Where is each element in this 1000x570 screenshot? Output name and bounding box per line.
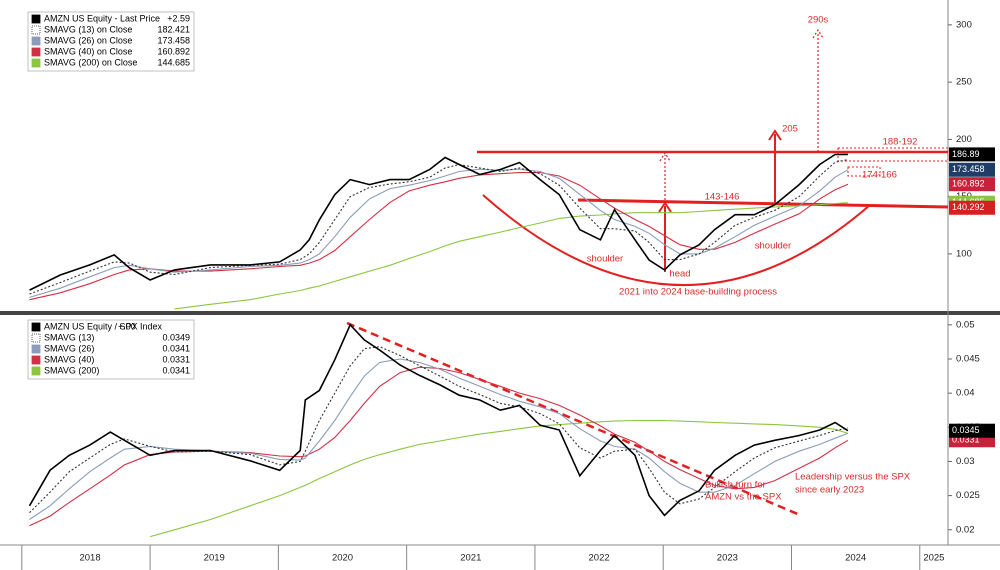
legend-label: SMAVG (13) <box>44 332 94 342</box>
legend-label: SMAVG (13) on Close <box>44 24 132 34</box>
series-line <box>29 346 849 514</box>
trend-line <box>346 321 801 517</box>
annotation: shoulder <box>587 254 623 265</box>
legend-swatch <box>31 333 41 343</box>
x-tick-label: 2022 <box>589 553 610 564</box>
annotation: Leadership versus the SPX <box>795 472 911 483</box>
x-tick-label: 2023 <box>717 553 738 564</box>
legend: AMZN US Equity / SPX Index+.00 SMAVG (13)… <box>27 319 195 380</box>
annotation: Bullish turn for <box>705 480 766 491</box>
legend-label: SMAVG (40) <box>44 354 94 364</box>
legend-value: 0.0341 <box>162 343 190 353</box>
x-tick-label: 2018 <box>79 553 100 564</box>
legend-label: SMAVG (200) on Close <box>44 57 137 67</box>
legend-box <box>27 11 195 72</box>
annotation: head <box>669 269 690 280</box>
y-tick-label: 0.03 <box>956 456 975 467</box>
x-tick-label: 2025 <box>923 553 944 564</box>
y-tick-label: 0.02 <box>956 524 975 535</box>
legend-swatch <box>31 355 41 365</box>
value-box-label: 186.89 <box>952 149 980 159</box>
legend-label: AMZN US Equity / SPX Index <box>44 321 163 331</box>
y-tick-label: 100 <box>956 248 972 259</box>
legend-swatch <box>31 36 41 46</box>
annotation: 143-146 <box>705 192 740 203</box>
neckline <box>577 198 949 209</box>
arrow-head <box>768 129 782 141</box>
y-tick-label: 0.045 <box>956 354 980 365</box>
value-box-label: 140.292 <box>952 202 985 212</box>
value-box-label: 160.892 <box>952 179 985 189</box>
value-box <box>949 177 995 192</box>
legend-swatch <box>31 322 41 332</box>
legend-swatch <box>31 344 41 354</box>
legend-value: +.00 <box>118 321 136 331</box>
value-box-label: 0.0345 <box>952 425 980 435</box>
legend-value: 144.685 <box>157 57 190 67</box>
series-line <box>28 323 849 517</box>
legend-label: SMAVG (26) <box>44 343 94 353</box>
y-tick-label: 0.04 <box>956 388 975 399</box>
arrow-head <box>812 28 824 39</box>
legend-swatch <box>31 14 41 24</box>
series-line <box>29 358 849 520</box>
annotation: 290s <box>808 15 829 26</box>
y-tick-label: 200 <box>956 134 972 145</box>
legend: AMZN US Equity - Last Price +2.59 SMAVG (1… <box>27 11 195 72</box>
arrow-head <box>659 151 671 162</box>
annotation: 174-166 <box>862 170 897 181</box>
annotations: 290s 205 188-192 174-166 143-146 shoulde… <box>587 15 918 503</box>
value-box <box>949 423 995 438</box>
annotation: 2021 into 2024 base-building process <box>619 287 777 298</box>
target-box <box>847 166 881 177</box>
y-tick-label: 300 <box>956 19 972 30</box>
legend-box <box>27 319 195 380</box>
series-line <box>29 153 848 291</box>
legend-value: +2.59 <box>167 13 190 23</box>
series-line <box>29 172 849 301</box>
annotation: AMZN vs the SPX <box>705 492 782 503</box>
legend-value: 0.0341 <box>162 365 190 375</box>
annotation-shapes <box>346 28 949 517</box>
legend-value: 0.0331 <box>162 354 190 364</box>
value-box <box>949 147 995 162</box>
legend-label: SMAVG (40) on Close <box>44 46 132 56</box>
legend-swatch <box>31 47 41 57</box>
series-lines <box>28 153 849 538</box>
y-tick-label: 0.025 <box>956 490 980 501</box>
legend-swatch <box>31 58 41 68</box>
legend-label: SMAVG (26) on Close <box>44 35 132 45</box>
value-box-label: 0.0331 <box>952 435 980 445</box>
value-box <box>949 200 995 215</box>
annotation: 188-192 <box>883 137 918 148</box>
annotation: since early 2023 <box>795 485 864 496</box>
legend-value: 0.0349 <box>162 332 190 342</box>
series-line <box>174 202 848 310</box>
annotation: shoulder <box>755 241 791 252</box>
x-tick-label: 2020 <box>332 553 353 564</box>
series-line <box>149 419 849 538</box>
legend-value: 182.421 <box>157 24 190 34</box>
legend-swatch <box>31 366 41 376</box>
annotation: 205 <box>782 124 798 135</box>
x-tick-label: 2024 <box>845 553 866 564</box>
legend-label: SMAVG (200) <box>44 365 99 375</box>
value-box-label: 173.458 <box>952 164 985 174</box>
y-tick-label: 250 <box>956 77 972 88</box>
legend-label: AMZN US Equity - Last Price <box>44 13 160 23</box>
target-box <box>837 147 949 162</box>
x-tick-label: 2019 <box>204 553 225 564</box>
y-tick-label: 0.05 <box>956 319 975 330</box>
legend-value: 160.892 <box>157 46 190 56</box>
value-box <box>949 162 995 177</box>
x-tick-label: 2021 <box>460 553 481 564</box>
bowl-curve <box>482 194 871 286</box>
legend-value: 173.458 <box>157 35 190 45</box>
legend-swatch <box>31 25 41 35</box>
